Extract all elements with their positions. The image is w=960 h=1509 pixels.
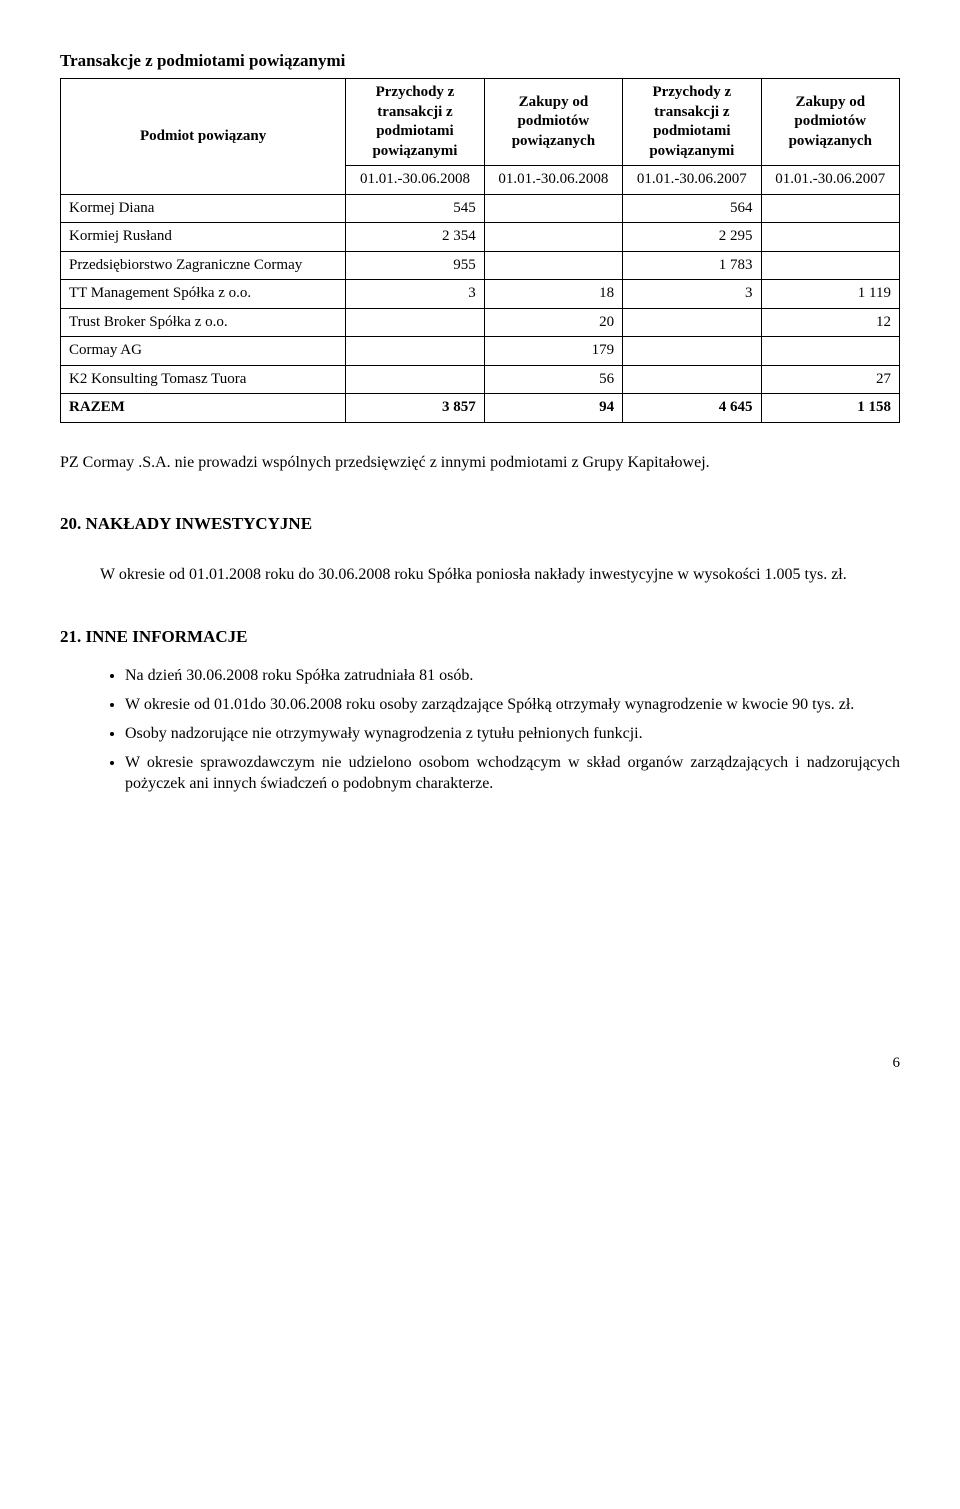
row-label: Trust Broker Spółka z o.o. [61,308,346,337]
table-row: K2 Konsulting Tomasz Tuora 56 27 [61,365,900,394]
row-label: Przedsiębiorstwo Zagraniczne Cormay [61,251,346,280]
table-row-total: RAZEM3 857944 6451 158 [61,394,900,423]
related-party-table: Podmiot powiązany Przychody z transakcji… [60,78,900,423]
row-value [761,223,899,252]
row-value: 2 295 [623,223,761,252]
row-label: Kormej Diana [61,194,346,223]
row-value [346,337,484,366]
list-item: Osoby nadzorujące nie otrzymywały wynagr… [125,724,900,745]
row-value: 27 [761,365,899,394]
row-label: TT Management Spółka z o.o. [61,280,346,309]
table-row: TT Management Spółka z o.o.31831 119 [61,280,900,309]
row-value [761,337,899,366]
th-rev-2008: Przychody z transakcji z podmiotami powi… [346,79,484,166]
row-value [346,308,484,337]
th-period-3: 01.01.-30.06.2007 [761,166,899,195]
row-value [761,194,899,223]
row-label: Cormay AG [61,337,346,366]
th-entity: Podmiot powiązany [61,79,346,195]
list-item: W okresie sprawozdawczym nie udzielono o… [125,753,900,795]
table-row: Przedsiębiorstwo Zagraniczne Cormay955 1 … [61,251,900,280]
th-purch-2008: Zakupy od podmiotów powiązanych [484,79,622,166]
row-value [623,365,761,394]
row-value: 3 857 [346,394,484,423]
row-value: 20 [484,308,622,337]
th-purch-2007: Zakupy od podmiotów powiązanych [761,79,899,166]
row-value: 179 [484,337,622,366]
row-value: 56 [484,365,622,394]
row-value: 564 [623,194,761,223]
row-value: 955 [346,251,484,280]
th-rev-2007: Przychody z transakcji z podmiotami powi… [623,79,761,166]
section-20-body: W okresie od 01.01.2008 roku do 30.06.20… [60,565,900,586]
page-title: Transakcje z podmiotami powiązanymi [60,50,900,72]
row-label: Kormiej Rusłand [61,223,346,252]
table-row: Trust Broker Spółka z o.o. 20 12 [61,308,900,337]
section-21-head: 21. INNE INFORMACJE [60,626,900,648]
row-value [623,337,761,366]
table-row: Cormay AG 179 [61,337,900,366]
row-value: 3 [623,280,761,309]
list-item: Na dzień 30.06.2008 roku Spółka zatrudni… [125,666,900,687]
row-value: 1 158 [761,394,899,423]
section-21-list: Na dzień 30.06.2008 roku Spółka zatrudni… [60,666,900,794]
row-value [623,308,761,337]
row-value: 1 119 [761,280,899,309]
paragraph-note: PZ Cormay .S.A. nie prowadzi wspólnych p… [60,453,900,474]
section-20-head: 20. NAKŁADY INWESTYCYJNE [60,513,900,535]
page-number: 6 [60,1054,900,1074]
row-value: 3 [346,280,484,309]
th-period-2: 01.01.-30.06.2007 [623,166,761,195]
row-value [346,365,484,394]
row-value: 94 [484,394,622,423]
row-label: K2 Konsulting Tomasz Tuora [61,365,346,394]
row-label: RAZEM [61,394,346,423]
row-value [484,194,622,223]
row-value: 18 [484,280,622,309]
row-value [761,251,899,280]
row-value: 12 [761,308,899,337]
table-row: Kormiej Rusłand2 354 2 295 [61,223,900,252]
th-period-0: 01.01.-30.06.2008 [346,166,484,195]
row-value [484,223,622,252]
row-value: 545 [346,194,484,223]
row-value [484,251,622,280]
th-period-1: 01.01.-30.06.2008 [484,166,622,195]
table-row: Kormej Diana545 564 [61,194,900,223]
row-value: 2 354 [346,223,484,252]
row-value: 4 645 [623,394,761,423]
list-item: W okresie od 01.01do 30.06.2008 roku oso… [125,695,900,716]
row-value: 1 783 [623,251,761,280]
